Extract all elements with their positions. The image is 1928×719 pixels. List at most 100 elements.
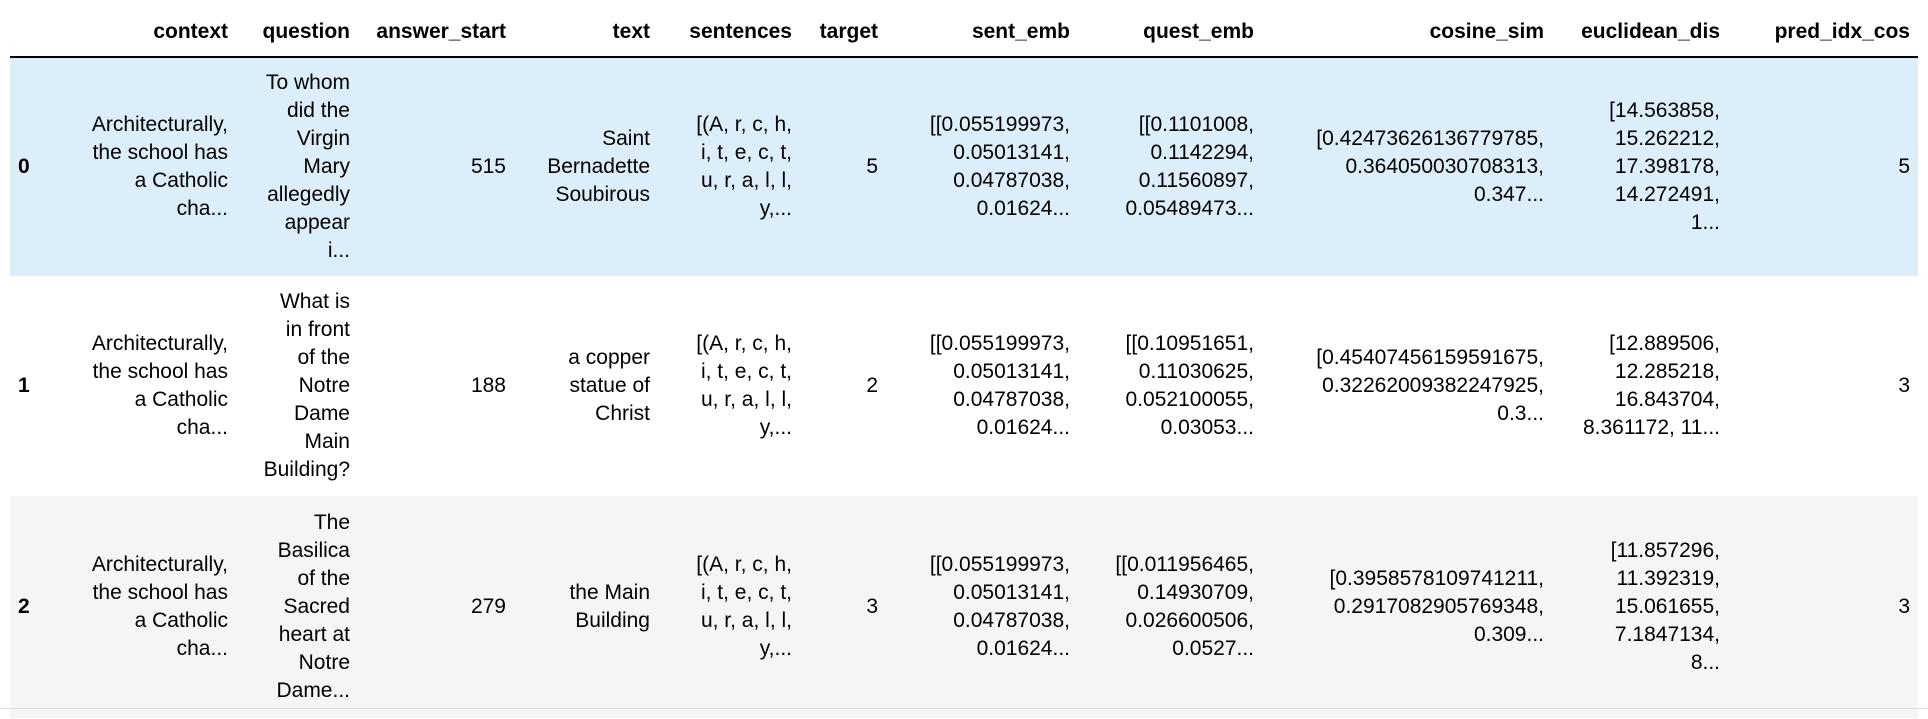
cell-line: did the xyxy=(286,99,350,122)
cell-question: The Basilica of the Sacred heart at Notre Dame… xyxy=(236,496,358,718)
row-index: 2 xyxy=(18,595,30,618)
cell-line: cha... xyxy=(176,197,228,220)
cell-text: To whom did the Virgin Mary allegedly appear i… xyxy=(266,69,350,265)
cell-line: 7.1847134, xyxy=(1614,623,1720,646)
cell-line: 0.0527... xyxy=(1172,637,1254,660)
cell-line: Architecturally, xyxy=(91,553,228,576)
cell-text: [[0.10951651, 0.11030625, 0.052100055, 0.03… xyxy=(1126,330,1254,442)
cell-sent-emb: [[0.055199973, 0.05013141, 0.04787038, 0.01… xyxy=(886,57,1078,276)
cell-line: Basilica xyxy=(277,539,350,562)
cell-line: 0.01624... xyxy=(976,197,1070,220)
cell-pred-idx-cos: 3 xyxy=(1898,374,1910,397)
column-header-quest-emb: quest_emb xyxy=(1078,0,1262,58)
cell-text: [14.563858, 15.262212, 17.398178, 14.272491… xyxy=(1609,97,1720,237)
cell-line: y,... xyxy=(759,416,792,439)
cell-sent-emb: [[0.055199973, 0.05013141, 0.04787038, 0.01… xyxy=(886,496,1078,718)
dataframe-output: context question answer_start text sente… xyxy=(10,0,1918,718)
cell-line: of the xyxy=(297,346,350,369)
cell-line: 0.01624... xyxy=(976,637,1070,660)
cell-context: Architecturally, the school has a Catholic… xyxy=(50,276,236,496)
cell-line: Notre xyxy=(298,374,350,397)
cell-line: 0.364050030708313, xyxy=(1345,155,1544,178)
cell-quest-emb: [[0.011956465, 0.14930709, 0.026600506, 0.0… xyxy=(1078,496,1262,718)
cell-question: What is in front of the Notre Dame Main Buildi… xyxy=(236,276,358,496)
index-header xyxy=(10,0,50,58)
cell-line: u, r, a, l, l, xyxy=(700,388,792,411)
cell-text: [11.857296, 11.392319, 15.061655, 7.1847134… xyxy=(1611,537,1720,677)
cell-line: u, r, a, l, l, xyxy=(700,169,792,192)
cell-line: [[0.10951651, xyxy=(1125,332,1254,355)
cell-text: Saint Bernadette Soubirous xyxy=(547,125,650,209)
cell-line: [0.42473626136779785, xyxy=(1316,127,1544,150)
column-header-pred-idx-cos: pred_idx_cos xyxy=(1728,0,1918,58)
cell-target: 2 xyxy=(866,374,878,397)
cell-target: 5 xyxy=(866,155,878,178)
cell-cosine-sim: [0.45407456159591675, 0.32262009382247925… xyxy=(1262,276,1552,496)
cell-text: [12.889506, 12.285218, 16.843704, 8.361172,… xyxy=(1583,330,1720,442)
cell-line: i, t, e, c, t, xyxy=(700,141,792,164)
cell-line: 12.285218, xyxy=(1614,360,1720,383)
cell-line: [[0.055199973, xyxy=(929,113,1070,136)
cell-line: 0.05013141, xyxy=(953,141,1070,164)
column-header-target: target xyxy=(800,0,886,58)
cell-text: [[0.055199973, 0.05013141, 0.04787038, 0.01… xyxy=(930,551,1070,663)
cell-text: a copper statue of Christ xyxy=(514,276,658,496)
cell-text: the Main Building xyxy=(569,579,650,635)
cell-line: To whom xyxy=(265,71,350,94)
header-row: context question answer_start text sente… xyxy=(10,0,1918,58)
cell-text: a copper statue of Christ xyxy=(568,344,650,428)
cell-text: [[0.1101008, 0.1142294, 0.11560897, 0.05489… xyxy=(1126,111,1254,223)
cell-line: 0.052100055, xyxy=(1125,388,1254,411)
cell-text: [(A, r, c, h, i, t, e, c, t, u, r, a, l, l… xyxy=(696,330,792,442)
cell-line: 14.272491, xyxy=(1614,183,1720,206)
cell-text: Saint Bernadette Soubirous xyxy=(514,57,658,276)
cell-line: 0.11560897, xyxy=(1138,169,1254,192)
cell-line: i... xyxy=(327,239,350,262)
dataframe-table: context question answer_start text sente… xyxy=(10,0,1918,718)
cell-line: 0.309... xyxy=(1473,623,1544,646)
cell-line: 0.05013141, xyxy=(953,581,1070,604)
cell-line: Building xyxy=(575,609,650,632)
cell-line: 0.1142294, xyxy=(1150,141,1254,164)
cell-text: the Main Building xyxy=(514,496,658,718)
cell-line: 0.05489473... xyxy=(1125,197,1254,220)
cell-text: Architecturally, the school has a Catholic… xyxy=(92,330,228,442)
cell-sentences: [(A, r, c, h, i, t, e, c, t, u, r, a, l, l… xyxy=(658,276,800,496)
column-header-sentences: sentences xyxy=(658,0,800,58)
cell-line: 11.392319, xyxy=(1616,567,1720,590)
cell-line: 15.061655, xyxy=(1614,595,1720,618)
cell-line: y,... xyxy=(759,637,792,660)
output-bottom-border xyxy=(0,708,1928,709)
cell-line: cha... xyxy=(176,637,228,660)
cell-sentences: [(A, r, c, h, i, t, e, c, t, u, r, a, l, l… xyxy=(658,57,800,276)
cell-line: [(A, r, c, h, xyxy=(696,332,792,355)
cell-line: 0.32262009382247925, xyxy=(1322,374,1544,397)
cell-line: [0.3958578109741211, xyxy=(1329,567,1545,590)
cell-line: Saint xyxy=(602,127,650,150)
cell-line: in front xyxy=(285,318,350,341)
column-header-sent-emb: sent_emb xyxy=(886,0,1078,58)
cell-line: 0.026600506, xyxy=(1125,609,1254,632)
column-header-cosine-sim: cosine_sim xyxy=(1262,0,1552,58)
cell-text: [[0.011956465, 0.14930709, 0.026600506, 0.0… xyxy=(1115,551,1254,663)
cell-line: the Main xyxy=(569,581,650,604)
cell-quest-emb: [[0.10951651, 0.11030625, 0.052100055, 0.03… xyxy=(1078,276,1262,496)
cell-euclidean-dis: [12.889506, 12.285218, 16.843704, 8.361172,… xyxy=(1552,276,1728,496)
cell-line: of the xyxy=(297,567,350,590)
column-header-answer-start: answer_start xyxy=(358,0,514,58)
cell-line: a Catholic xyxy=(134,388,228,411)
cell-text: [[0.055199973, 0.05013141, 0.04787038, 0.01… xyxy=(930,111,1070,223)
cell-line: i, t, e, c, t, xyxy=(700,581,792,604)
cell-pred-idx-cos: 3 xyxy=(1898,595,1910,618)
cell-line: 17.398178, xyxy=(1614,155,1720,178)
table-row: 1 Architecturally, the school has a Catholi… xyxy=(10,276,1918,496)
cell-cosine-sim: [0.3958578109741211, 0.2917082905769348, 0… xyxy=(1262,496,1552,718)
cell-text: [(A, r, c, h, i, t, e, c, t, u, r, a, l, l… xyxy=(696,111,792,223)
cell-line: Main xyxy=(304,430,350,453)
cell-line: 8... xyxy=(1690,651,1720,674)
cell-text: [0.45407456159591675, 0.32262009382247925… xyxy=(1316,344,1544,428)
cell-line: appear xyxy=(284,211,350,234)
cell-text: What is in front of the Notre Dame Main Buildi… xyxy=(264,288,350,484)
cell-line: heart at xyxy=(278,623,350,646)
cell-line: a copper xyxy=(568,346,650,369)
